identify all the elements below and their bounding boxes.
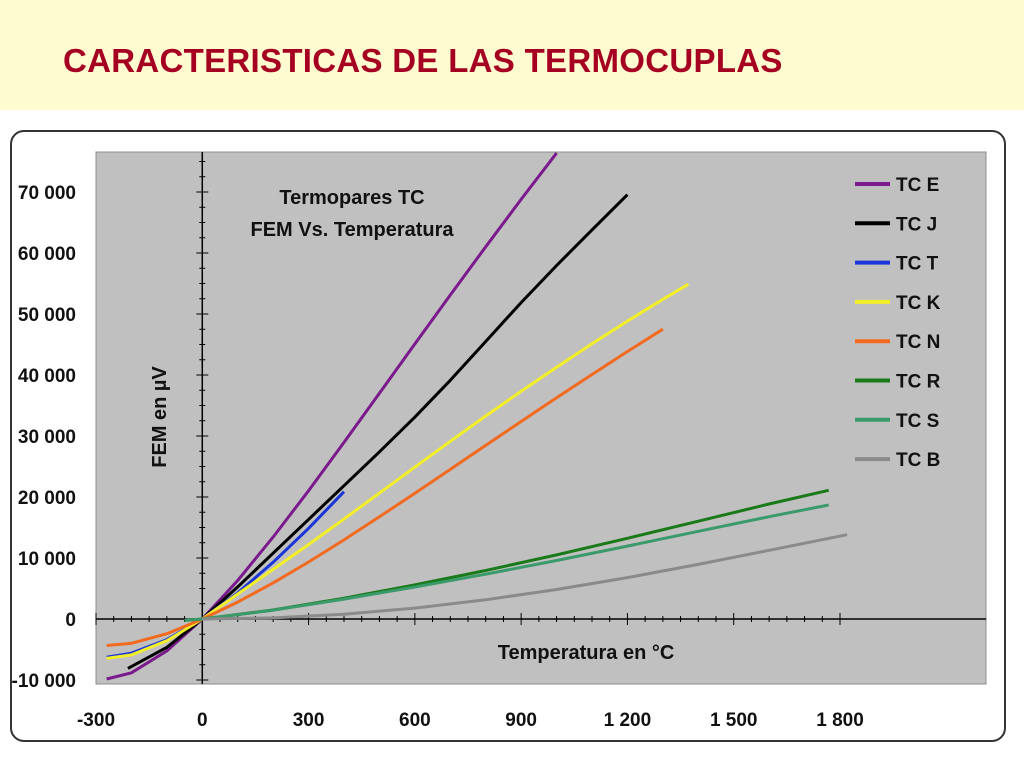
series-line-tc-n	[106, 327, 664, 647]
y-tick-label: 50 000	[18, 305, 76, 326]
plot-area	[95, 151, 987, 685]
legend-label: TC E	[896, 175, 939, 196]
x-tick-label: 0	[197, 710, 208, 731]
y-tick-label: 30 000	[18, 427, 76, 448]
y-tick-label: 10 000	[18, 549, 76, 570]
y-tick-label: 0	[65, 610, 76, 631]
chart-title-line-1: Termopares TC	[279, 187, 424, 209]
legend-label: TC S	[896, 411, 939, 432]
x-tick-label: -300	[77, 710, 115, 731]
thermocouple-chart: -10 000 0 10 000 20 000 30 000 40 000 50 000 60…	[12, 151, 987, 731]
x-tick-label: 1 500	[710, 710, 758, 731]
x-tick-label: 900	[505, 710, 537, 731]
series-line-tc-j	[127, 193, 629, 670]
chart-frame: -10 000 0 10 000 20 000 30 000 40 000 50 000 60…	[10, 130, 1006, 742]
legend-label: TC J	[896, 214, 937, 235]
series-line-tc-s	[184, 503, 829, 622]
series-line-tc-b	[202, 533, 848, 621]
y-axis-label: FEM en µV	[149, 366, 171, 468]
slide-header: CARACTERISTICAS DE LAS TERMOCUPLAS	[0, 0, 1024, 110]
y-tick-label: 60 000	[18, 244, 76, 265]
y-axis-tick-labels: -10 000 0 10 000 20 000 30 000 40 000 50 000 60…	[12, 183, 76, 692]
legend-label: TC T	[896, 254, 939, 275]
legend-label: TC B	[896, 450, 940, 471]
legend-label: TC N	[896, 332, 940, 353]
y-tick-label: -10 000	[12, 671, 76, 692]
series-lines	[106, 152, 848, 681]
x-tick-label: 1 200	[604, 710, 652, 731]
legend-label: TC K	[896, 293, 941, 314]
y-tick-label: 20 000	[18, 488, 76, 509]
slide-title: CARACTERISTICAS DE LAS TERMOCUPLAS	[63, 42, 783, 79]
legend-label: TC R	[896, 372, 941, 393]
chart-title-line-2: FEM Vs. Temperatura	[250, 219, 454, 241]
x-axis-label: Temperatura en °C	[498, 642, 675, 664]
x-tick-label: 1 800	[816, 710, 864, 731]
y-tick-label: 70 000	[18, 183, 76, 204]
legend: TC E TC J TC T TC K TC N TC R TC S TC B	[855, 175, 941, 471]
x-tick-label: 300	[293, 710, 325, 731]
x-tick-label: 600	[399, 710, 431, 731]
x-axis-tick-labels: -300 0 300 600 900 1 200 1 500 1 800	[77, 710, 864, 731]
series-line-tc-e	[106, 152, 558, 681]
y-tick-label: 40 000	[18, 366, 76, 387]
